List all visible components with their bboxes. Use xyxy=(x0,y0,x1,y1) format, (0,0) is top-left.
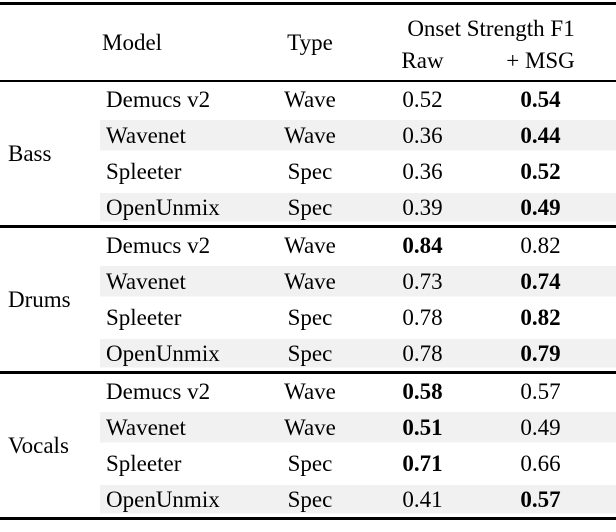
msg-value: 0.66 xyxy=(520,451,561,477)
section-vocals: Vocals Demucs v2 Wave 0.58 0.57 Wavenet Wave 0.… xyxy=(0,372,616,519)
type-cell: Wave xyxy=(240,263,380,300)
type-cell: Spec xyxy=(287,451,333,477)
model-cell: OpenUnmix xyxy=(100,482,240,519)
raw-value: 0.71 xyxy=(402,451,443,477)
table-row: Spleeter Spec 0.78 0.82 xyxy=(0,300,616,337)
table-row: Wavenet Wave 0.73 0.74 xyxy=(0,263,616,300)
msg-value: 0.82 xyxy=(520,305,561,331)
type-cell: Wave xyxy=(284,233,336,258)
section-label: Vocals xyxy=(0,372,100,519)
section-label: Drums xyxy=(0,226,100,373)
table-row: OpenUnmix Spec 0.78 0.79 xyxy=(0,336,616,373)
msg-value: 0.54 xyxy=(520,86,561,112)
model-cell: OpenUnmix xyxy=(100,190,240,227)
table-row: OpenUnmix Spec 0.39 0.49 xyxy=(0,190,616,227)
results-table: Model Type Onset Strength F1 Raw + MSG B… xyxy=(0,2,616,520)
col-header-onset-strength-f1: Onset Strength F1 xyxy=(407,15,575,41)
type-cell: Wave xyxy=(240,409,380,446)
raw-value: 0.58 xyxy=(402,379,443,404)
type-cell: Wave xyxy=(284,86,336,112)
type-cell: Spec xyxy=(240,190,380,227)
header-row-top: Model Type Onset Strength F1 xyxy=(0,4,616,54)
table-row: Wavenet Wave 0.36 0.44 xyxy=(0,117,616,154)
col-header-type: Type xyxy=(287,29,333,55)
raw-value: 0.36 xyxy=(380,117,465,154)
raw-value: 0.36 xyxy=(402,159,443,185)
type-cell: Wave xyxy=(284,379,336,404)
raw-value: 0.84 xyxy=(402,233,443,258)
type-cell: Spec xyxy=(240,482,380,519)
raw-value: 0.39 xyxy=(380,190,465,227)
table-row: Wavenet Wave 0.51 0.49 xyxy=(0,409,616,446)
type-cell: Spec xyxy=(287,159,333,185)
raw-value: 0.78 xyxy=(380,336,465,373)
model-cell: Wavenet xyxy=(100,409,240,446)
model-cell: Demucs v2 xyxy=(106,86,211,112)
msg-value: 0.44 xyxy=(465,117,616,154)
raw-value: 0.51 xyxy=(380,409,465,446)
col-header-msg: + MSG xyxy=(506,48,575,73)
table-header: Model Type Onset Strength F1 Raw + MSG xyxy=(0,4,616,81)
model-cell: Spleeter xyxy=(106,159,182,185)
type-cell: Spec xyxy=(240,336,380,373)
msg-value: 0.57 xyxy=(465,482,616,519)
type-cell: Spec xyxy=(287,305,333,331)
section-bass: Bass Demucs v2 Wave 0.52 0.54 Wavenet Wave 0.36… xyxy=(0,80,616,227)
msg-value: 0.74 xyxy=(465,263,616,300)
table-row: Spleeter Spec 0.71 0.66 xyxy=(0,446,616,483)
header-row-sub: Raw + MSG xyxy=(0,42,616,81)
corner-spacer xyxy=(0,4,100,81)
type-cell: Wave xyxy=(240,117,380,154)
model-cell: Spleeter xyxy=(106,305,182,331)
msg-value: 0.57 xyxy=(520,379,561,404)
msg-value: 0.49 xyxy=(465,190,616,227)
table-row: Spleeter Spec 0.36 0.52 xyxy=(0,154,616,191)
table-row: Vocals Demucs v2 Wave 0.58 0.57 xyxy=(0,372,616,519)
col-header-raw: Raw xyxy=(401,48,444,73)
msg-value: 0.49 xyxy=(465,409,616,446)
table-row: OpenUnmix Spec 0.41 0.57 xyxy=(0,482,616,519)
model-cell: Demucs v2 xyxy=(106,379,211,404)
raw-value: 0.52 xyxy=(402,86,443,112)
raw-value: 0.41 xyxy=(380,482,465,519)
model-cell: Wavenet xyxy=(100,263,240,300)
table-row: Drums Demucs v2 Wave 0.84 0.82 xyxy=(0,226,616,373)
msg-value: 0.52 xyxy=(520,159,561,185)
model-cell: Spleeter xyxy=(106,451,182,477)
section-label: Bass xyxy=(0,80,100,227)
raw-value: 0.73 xyxy=(380,263,465,300)
section-drums: Drums Demucs v2 Wave 0.84 0.82 Wavenet Wave 0.7… xyxy=(0,226,616,373)
model-cell: OpenUnmix xyxy=(100,336,240,373)
table-row: Bass Demucs v2 Wave 0.52 0.54 xyxy=(0,80,616,227)
model-cell: Demucs v2 xyxy=(106,233,211,258)
msg-value: 0.82 xyxy=(520,233,561,258)
col-header-model: Model xyxy=(102,29,163,55)
model-cell: Wavenet xyxy=(100,117,240,154)
raw-value: 0.78 xyxy=(402,305,443,331)
msg-value: 0.79 xyxy=(465,336,616,373)
